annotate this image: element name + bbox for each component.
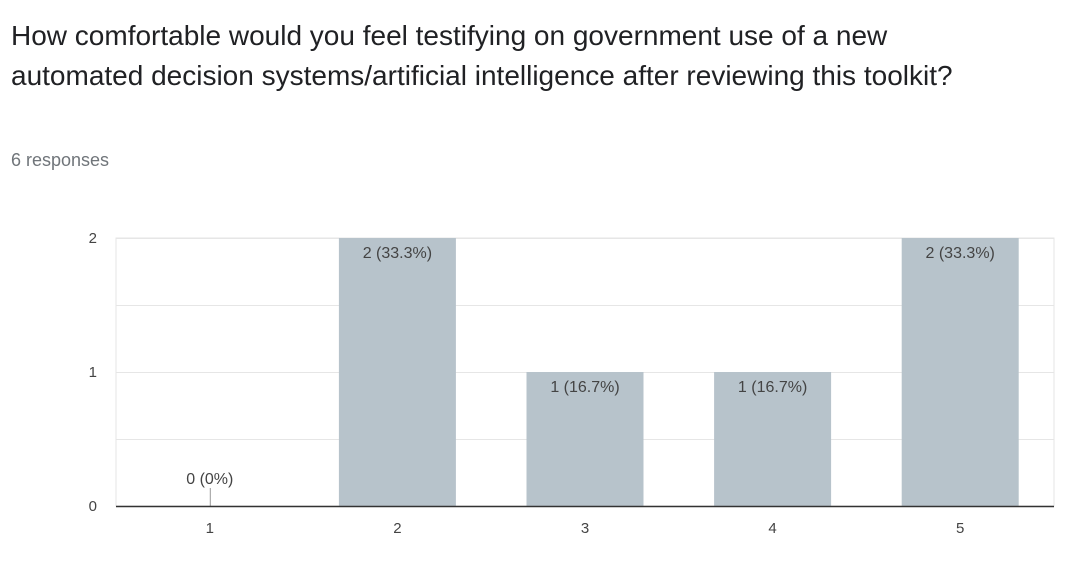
y-tick-label: 2 xyxy=(89,230,97,247)
x-tick-label-4: 4 xyxy=(768,520,776,537)
x-tick-label-2: 2 xyxy=(393,520,401,537)
question-title: How comfortable would you feel testifyin… xyxy=(11,20,953,91)
bar-5 xyxy=(901,238,1019,506)
y-tick-label: 0 xyxy=(89,498,97,515)
bar-2 xyxy=(338,238,456,506)
data-label-5: 2 (33.3%) xyxy=(926,245,995,262)
bar-3 xyxy=(526,372,644,506)
data-label-1: 0 (0%) xyxy=(186,471,233,488)
x-tick-label-3: 3 xyxy=(581,520,589,537)
bar-4 xyxy=(714,372,832,506)
y-tick-label: 1 xyxy=(89,364,97,381)
data-label-2: 2 (33.3%) xyxy=(363,245,432,262)
x-tick-label-1: 1 xyxy=(206,520,214,537)
x-tick-label-5: 5 xyxy=(956,520,964,537)
data-label-4: 1 (16.7%) xyxy=(738,379,807,396)
response-count: 6 responses xyxy=(11,150,110,170)
data-label-3: 1 (16.7%) xyxy=(550,379,619,396)
